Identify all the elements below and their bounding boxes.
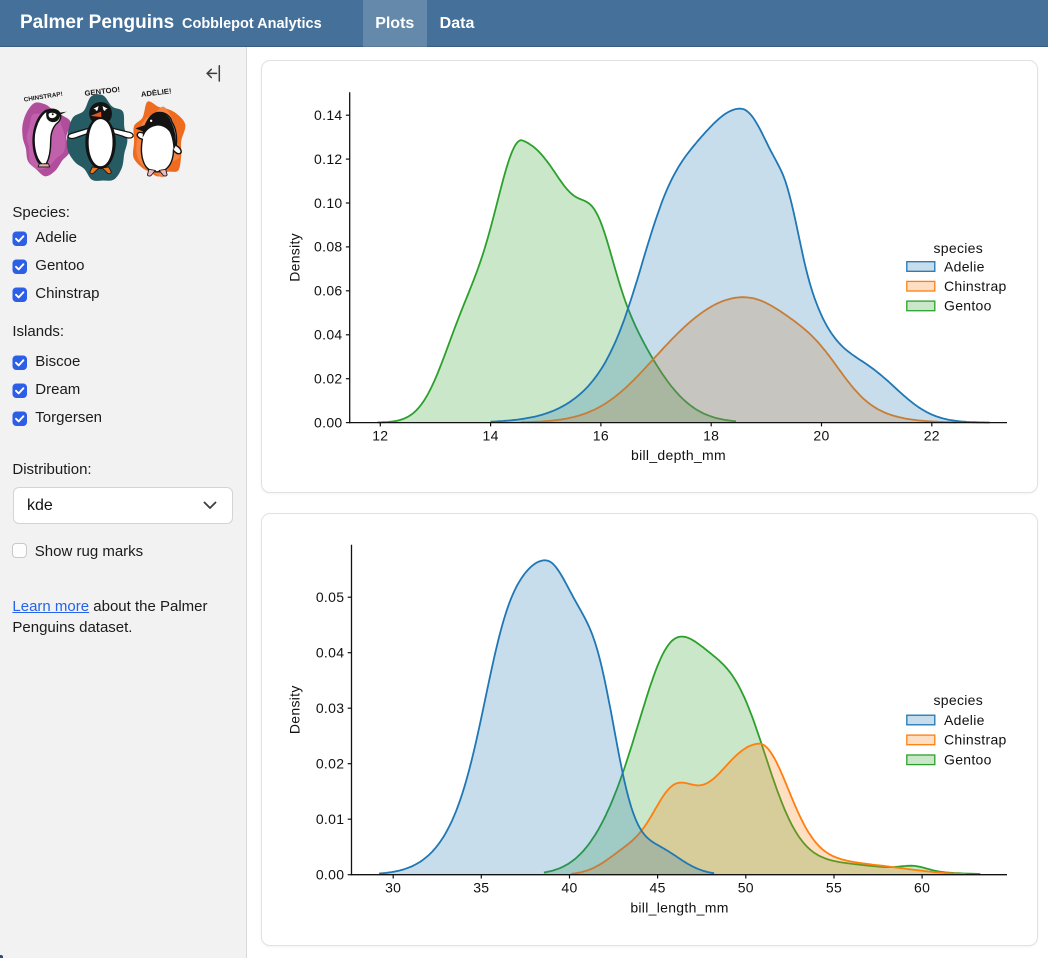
svg-text:0.14: 0.14 bbox=[314, 107, 342, 123]
svg-text:22: 22 bbox=[923, 427, 939, 443]
svg-text:50: 50 bbox=[737, 879, 753, 895]
svg-text:bill_length_mm: bill_length_mm bbox=[630, 899, 728, 915]
svg-text:0.00: 0.00 bbox=[314, 414, 342, 430]
svg-text:14: 14 bbox=[482, 427, 498, 443]
svg-text:Chinstrap: Chinstrap bbox=[944, 278, 1007, 294]
svg-text:Adelie: Adelie bbox=[944, 712, 985, 728]
svg-text:45: 45 bbox=[649, 879, 665, 895]
svg-text:0.02: 0.02 bbox=[314, 371, 342, 387]
svg-text:GENTOO!: GENTOO! bbox=[84, 85, 121, 98]
svg-text:0.10: 0.10 bbox=[314, 195, 342, 211]
svg-text:species: species bbox=[933, 692, 983, 708]
svg-text:0.08: 0.08 bbox=[314, 239, 342, 255]
svg-text:bill_depth_mm: bill_depth_mm bbox=[631, 447, 726, 463]
svg-text:30: 30 bbox=[385, 879, 401, 895]
svg-text:CHINSTRAP!: CHINSTRAP! bbox=[23, 91, 63, 104]
svg-text:20: 20 bbox=[813, 427, 829, 443]
svg-text:0.04: 0.04 bbox=[314, 327, 342, 343]
svg-text:18: 18 bbox=[703, 427, 719, 443]
svg-text:Gentoo: Gentoo bbox=[944, 298, 992, 314]
svg-text:Gentoo: Gentoo bbox=[944, 751, 992, 767]
svg-text:0.04: 0.04 bbox=[315, 644, 343, 660]
svg-text:35: 35 bbox=[473, 879, 489, 895]
svg-text:0.05: 0.05 bbox=[315, 589, 343, 605]
svg-text:Chinstrap: Chinstrap bbox=[944, 731, 1007, 747]
svg-text:40: 40 bbox=[561, 879, 577, 895]
svg-text:12: 12 bbox=[372, 427, 388, 443]
svg-text:60: 60 bbox=[914, 879, 930, 895]
svg-text:Density: Density bbox=[286, 233, 302, 282]
svg-text:0.00: 0.00 bbox=[315, 866, 343, 882]
svg-text:0.01: 0.01 bbox=[315, 811, 343, 827]
svg-text:0.06: 0.06 bbox=[314, 283, 342, 299]
svg-text:species: species bbox=[933, 240, 983, 256]
svg-text:Adelie: Adelie bbox=[944, 258, 985, 274]
svg-text:0.03: 0.03 bbox=[315, 700, 343, 716]
svg-text:Density: Density bbox=[286, 685, 302, 734]
svg-text:55: 55 bbox=[825, 879, 841, 895]
svg-text:0.02: 0.02 bbox=[315, 755, 343, 771]
svg-text:ADĖLIE!: ADĖLIE! bbox=[140, 86, 172, 98]
svg-text:0.12: 0.12 bbox=[314, 151, 342, 167]
svg-text:16: 16 bbox=[592, 427, 608, 443]
